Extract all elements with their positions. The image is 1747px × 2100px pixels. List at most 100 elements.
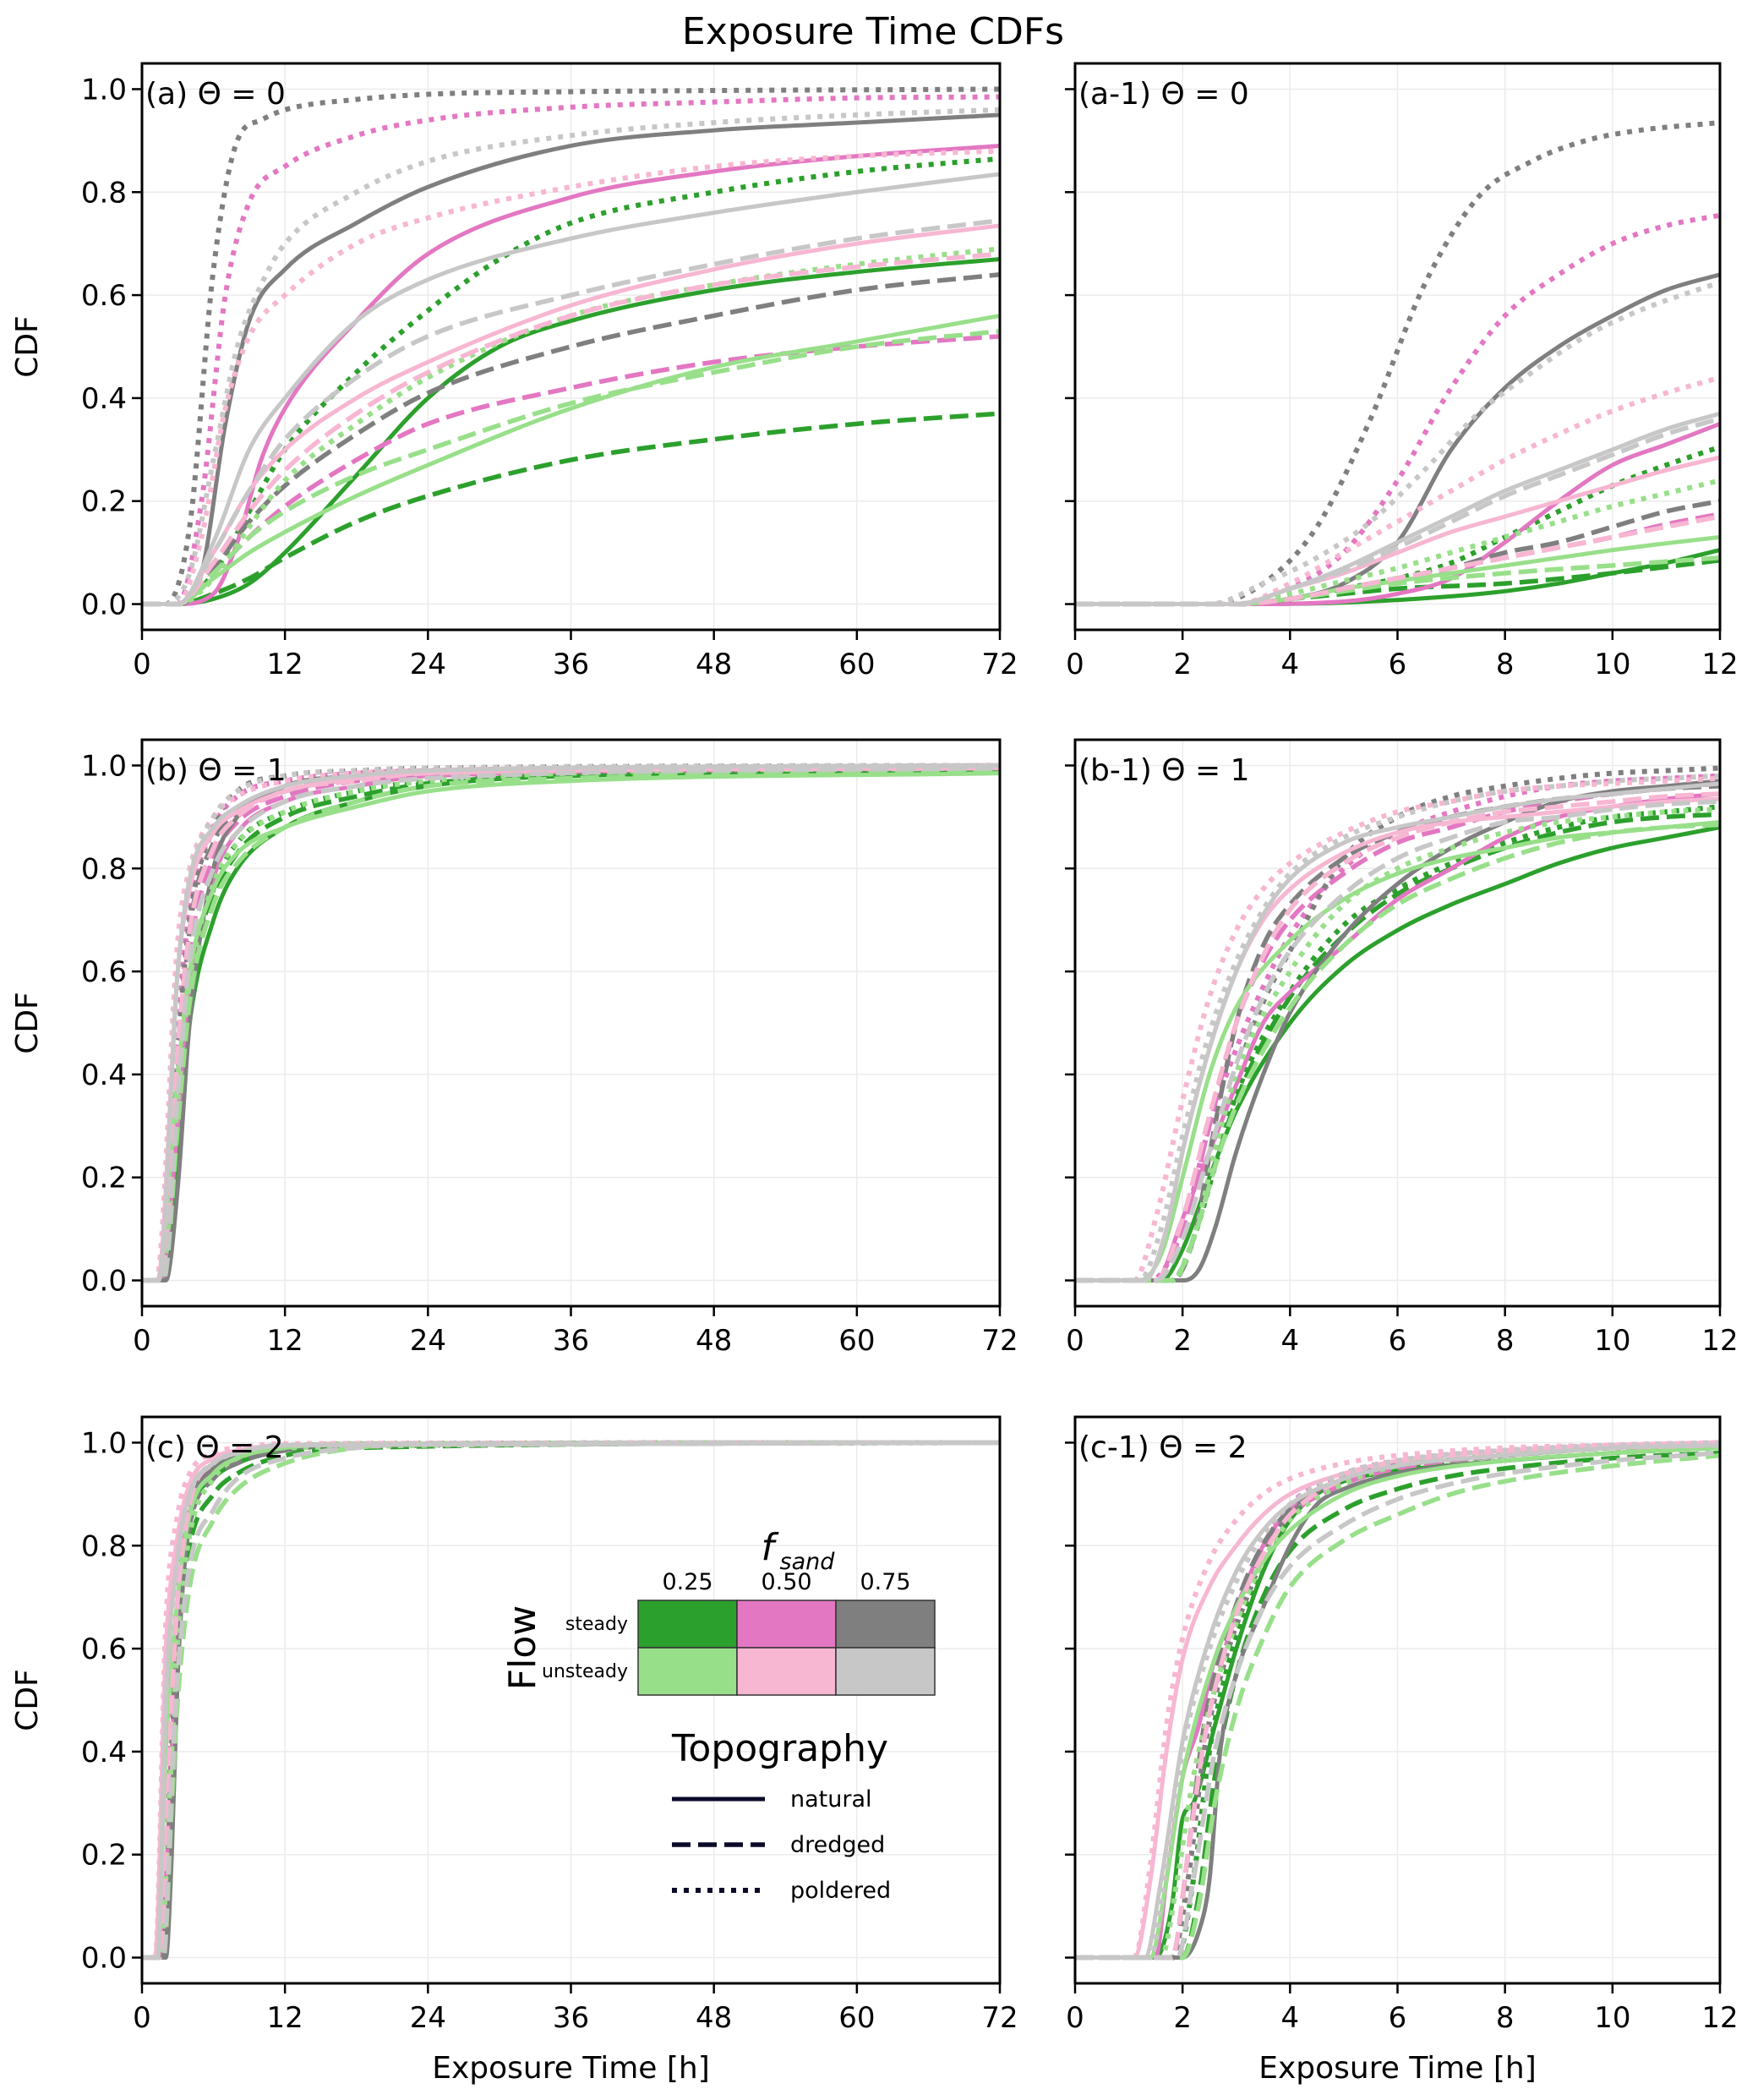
- x-tick-label: 4: [1281, 2001, 1300, 2035]
- legend-fsand-value: 0.50: [761, 1569, 811, 1595]
- x-tick-label: 24: [410, 2001, 446, 2035]
- series-line-unsteady-075-poldered: [142, 1440, 1000, 1961]
- series-line-unsteady-075-dredged: [1075, 799, 1720, 1283]
- y-tick-label: 0.6: [81, 279, 127, 313]
- series-group: [1075, 1440, 1720, 1961]
- legend-swatch-unsteady-050: [736, 1647, 837, 1696]
- legend-swatch-unsteady-075: [835, 1647, 936, 1696]
- y-tick-label: 0.6: [81, 955, 127, 989]
- legend-fsand-subscript: sand: [780, 1549, 836, 1575]
- y-tick-label: 0.2: [81, 485, 127, 519]
- series-line-unsteady-050-poldered: [142, 148, 1000, 607]
- y-tick-label: 1.0: [81, 749, 127, 783]
- x-tick-label: 12: [1701, 2001, 1738, 2035]
- x-tick-label: 8: [1496, 648, 1515, 681]
- x-tick-label: 24: [410, 648, 446, 681]
- x-tick-label: 36: [553, 2001, 589, 2035]
- x-tick-label: 10: [1594, 1324, 1630, 1358]
- series-line-unsteady-075-poldered: [142, 763, 1000, 1283]
- x-tick-label: 12: [267, 1324, 303, 1358]
- series-line-unsteady-050-natural: [142, 223, 1000, 607]
- panel-c: 0 12 24 36 48 60 72 0.0 0.2 0.4 0.6 0.8 1.0 (c) Θ = 2…: [10, 1415, 1018, 2086]
- series-line-unsteady-075-dredged: [1075, 1450, 1720, 1961]
- series-line-unsteady-075-dredged: [142, 765, 1000, 1283]
- series-group: [142, 763, 1000, 1283]
- legend-flow-value: steady: [565, 1614, 628, 1635]
- legend-swatch-steady-050: [736, 1600, 837, 1649]
- y-tick-label: 0.4: [81, 1058, 127, 1092]
- series-group: [142, 1440, 1000, 1961]
- series-line-unsteady-075-poldered: [1075, 280, 1720, 607]
- legend-swatch-steady-075: [835, 1600, 936, 1649]
- legend-topography-label: dredged: [790, 1832, 885, 1858]
- series-line-unsteady-050-dredged: [1075, 791, 1720, 1283]
- series-line-unsteady-050-poldered: [1075, 1440, 1720, 1961]
- legend-swatch-unsteady-025: [637, 1647, 738, 1696]
- y-tick-label: 0.8: [81, 176, 127, 210]
- series-line-unsteady-025-natural: [142, 313, 1000, 607]
- y-tick-label: 1.0: [81, 73, 127, 107]
- x-tick-label: 0: [1066, 648, 1084, 681]
- series-line-unsteady-050-dredged: [142, 1440, 1000, 1961]
- x-tick-label: 0: [133, 2001, 151, 2035]
- x-tick-label: 2: [1173, 2001, 1192, 2035]
- panel-label: (b-1) Θ = 1: [1078, 753, 1250, 788]
- panel-b-1: 0 2 4 6 8 10 12 (b-1) Θ = 1: [1065, 738, 1739, 1358]
- x-tick-label: 36: [553, 648, 589, 681]
- series-line-unsteady-075-natural: [1075, 781, 1720, 1283]
- x-tick-label: 10: [1594, 2001, 1630, 2035]
- x-tick-label: 72: [981, 2001, 1018, 2035]
- x-tick-label: 0: [133, 648, 151, 681]
- series-line-steady-025-dredged: [142, 768, 1000, 1283]
- panel-label: (c) Θ = 2: [145, 1430, 284, 1465]
- x-tick-label: 72: [981, 648, 1018, 681]
- series-line-unsteady-050-dredged: [142, 251, 1000, 607]
- y-tick-label: 0.6: [81, 1632, 127, 1666]
- series-line-steady-050-natural: [142, 143, 1000, 607]
- y-tick-label: 0.0: [81, 1942, 127, 1976]
- legend-fsand-value: 0.25: [662, 1569, 712, 1595]
- x-tick-label: 60: [838, 648, 875, 681]
- figure-title: Exposure Time CDFs: [682, 10, 1064, 53]
- x-tick-label: 24: [410, 1324, 446, 1358]
- x-axis-label: Exposure Time [h]: [1258, 2051, 1537, 2086]
- y-tick-label: 0.8: [81, 1529, 127, 1563]
- panel-label: (a-1) Θ = 0: [1078, 77, 1249, 112]
- legend-flow-title: Flow: [501, 1605, 544, 1690]
- x-axis-label: Exposure Time [h]: [432, 2051, 710, 2086]
- panel-label: (c-1) Θ = 2: [1078, 1430, 1247, 1465]
- x-tick-label: 0: [1066, 1324, 1084, 1358]
- x-tick-label: 48: [696, 648, 732, 681]
- x-tick-label: 48: [696, 2001, 732, 2035]
- legend-fsand-value: 0.75: [860, 1569, 910, 1595]
- x-tick-label: 2: [1173, 1324, 1192, 1358]
- panel-b: 0 12 24 36 48 60 72 0.0 0.2 0.4 0.6 0.8 1.0 (b) Θ = 1…: [10, 738, 1018, 1358]
- y-tick-label: 0.4: [81, 1736, 127, 1769]
- series-line-unsteady-075-dredged: [1075, 416, 1720, 607]
- series-line-unsteady-025-dredged: [142, 328, 1000, 607]
- panel-a-1: 0 2 4 6 8 10 12 (a-1) Θ = 0: [1065, 62, 1739, 681]
- legend-flow-value: unsteady: [542, 1661, 628, 1682]
- x-tick-label: 12: [1701, 648, 1738, 681]
- series-line-steady-025-poldered: [142, 156, 1000, 607]
- x-tick-label: 6: [1389, 648, 1407, 681]
- panel-c-1: 0 2 4 6 8 10 12 (c-1) Θ = 2 Exposure Time [h]: [1065, 1415, 1739, 2086]
- y-tick-label: 0.4: [81, 382, 127, 416]
- series-group: [1075, 765, 1720, 1283]
- series-line-steady-075-natural: [142, 112, 1000, 607]
- x-tick-label: 12: [267, 648, 303, 681]
- legend-topography-label: poldered: [790, 1878, 891, 1904]
- series-line-unsteady-075-dredged: [142, 1440, 1000, 1961]
- series-line-steady-025-natural: [1075, 825, 1720, 1283]
- x-tick-label: 10: [1594, 648, 1630, 681]
- y-tick-label: 0.8: [81, 852, 127, 886]
- series-line-unsteady-075-poldered: [142, 107, 1000, 607]
- series-line-unsteady-025-dredged: [1075, 1452, 1720, 1961]
- series-line-unsteady-050-poldered: [1075, 775, 1720, 1283]
- series-line-unsteady-025-dredged: [1075, 822, 1720, 1283]
- x-tick-label: 60: [838, 2001, 875, 2035]
- legend-topography-title: Topography: [671, 1727, 888, 1770]
